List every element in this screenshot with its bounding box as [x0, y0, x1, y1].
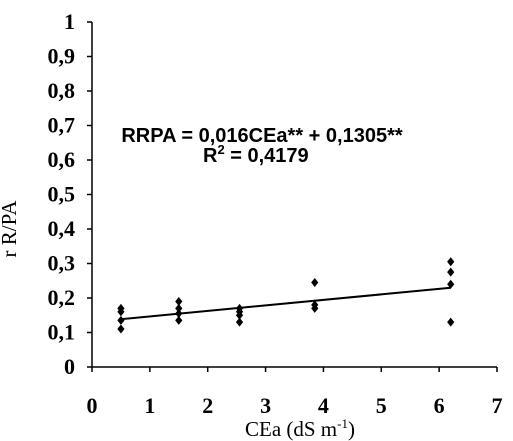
data-point	[311, 277, 319, 287]
y-tick-label: 0,3	[48, 251, 76, 276]
data-point	[117, 315, 125, 325]
x-tick-labels: 0 1 2 3 4 5 6 7	[87, 393, 503, 418]
data-point	[117, 303, 125, 313]
data-point	[175, 309, 183, 319]
data-point	[447, 279, 455, 289]
r-squared-annotation: R2 = 0,4179	[203, 142, 309, 167]
y-tick-label: 0,2	[48, 285, 76, 310]
y-tick-label: 0,9	[48, 44, 76, 69]
equation-annotation: RRPA = 0,016CEa** + 0,1305**	[121, 125, 403, 147]
y-tick-label: 0	[64, 354, 75, 379]
data-point	[447, 257, 455, 267]
data-point	[175, 296, 183, 306]
data-point	[117, 324, 125, 334]
y-tick-label: 0,6	[48, 147, 76, 172]
x-axis-title: CEa (dS m-1)	[245, 416, 355, 441]
y-tick-marks	[87, 21, 92, 368]
y-tick-label: 1	[64, 9, 75, 34]
y-tick-label: 0,1	[48, 320, 76, 345]
y-tick-label: 0,8	[48, 78, 76, 103]
x-axis-title-sup: -1	[337, 416, 348, 431]
x-tick-label: 1	[144, 393, 155, 418]
x-tick-label: 0	[87, 393, 98, 418]
y-tick-label: 0,5	[48, 182, 76, 207]
data-point	[235, 303, 244, 313]
data-point	[447, 267, 455, 277]
x-tick-marks	[91, 367, 498, 372]
x-tick-label: 4	[318, 393, 329, 418]
data-point	[447, 317, 455, 327]
y-axis-title: r R/PA	[0, 200, 21, 258]
trendline	[120, 286, 451, 321]
data-point	[175, 315, 183, 325]
x-tick-label: 6	[434, 393, 445, 418]
r2-superscript: 2	[217, 142, 224, 157]
data-point	[235, 317, 244, 327]
x-tick-label: 7	[492, 393, 503, 418]
x-axis-title-close: )	[348, 417, 355, 441]
r2-value: = 0,4179	[225, 145, 309, 167]
y-tick-label: 0,4	[48, 216, 76, 241]
data-point	[311, 300, 319, 310]
y-tick-label: 0,7	[48, 113, 76, 138]
data-points	[117, 257, 455, 334]
r2-prefix: R	[203, 145, 218, 167]
data-point	[175, 303, 183, 313]
x-tick-label: 2	[202, 393, 213, 418]
x-axis-title-main: CEa (dS m	[245, 417, 337, 441]
y-tick-labels: 0 0,1 0,2 0,3 0,4 0,5 0,6 0,7 0,8 0,9 1	[48, 9, 76, 379]
x-tick-label: 3	[260, 393, 271, 418]
x-tick-label: 5	[376, 393, 387, 418]
